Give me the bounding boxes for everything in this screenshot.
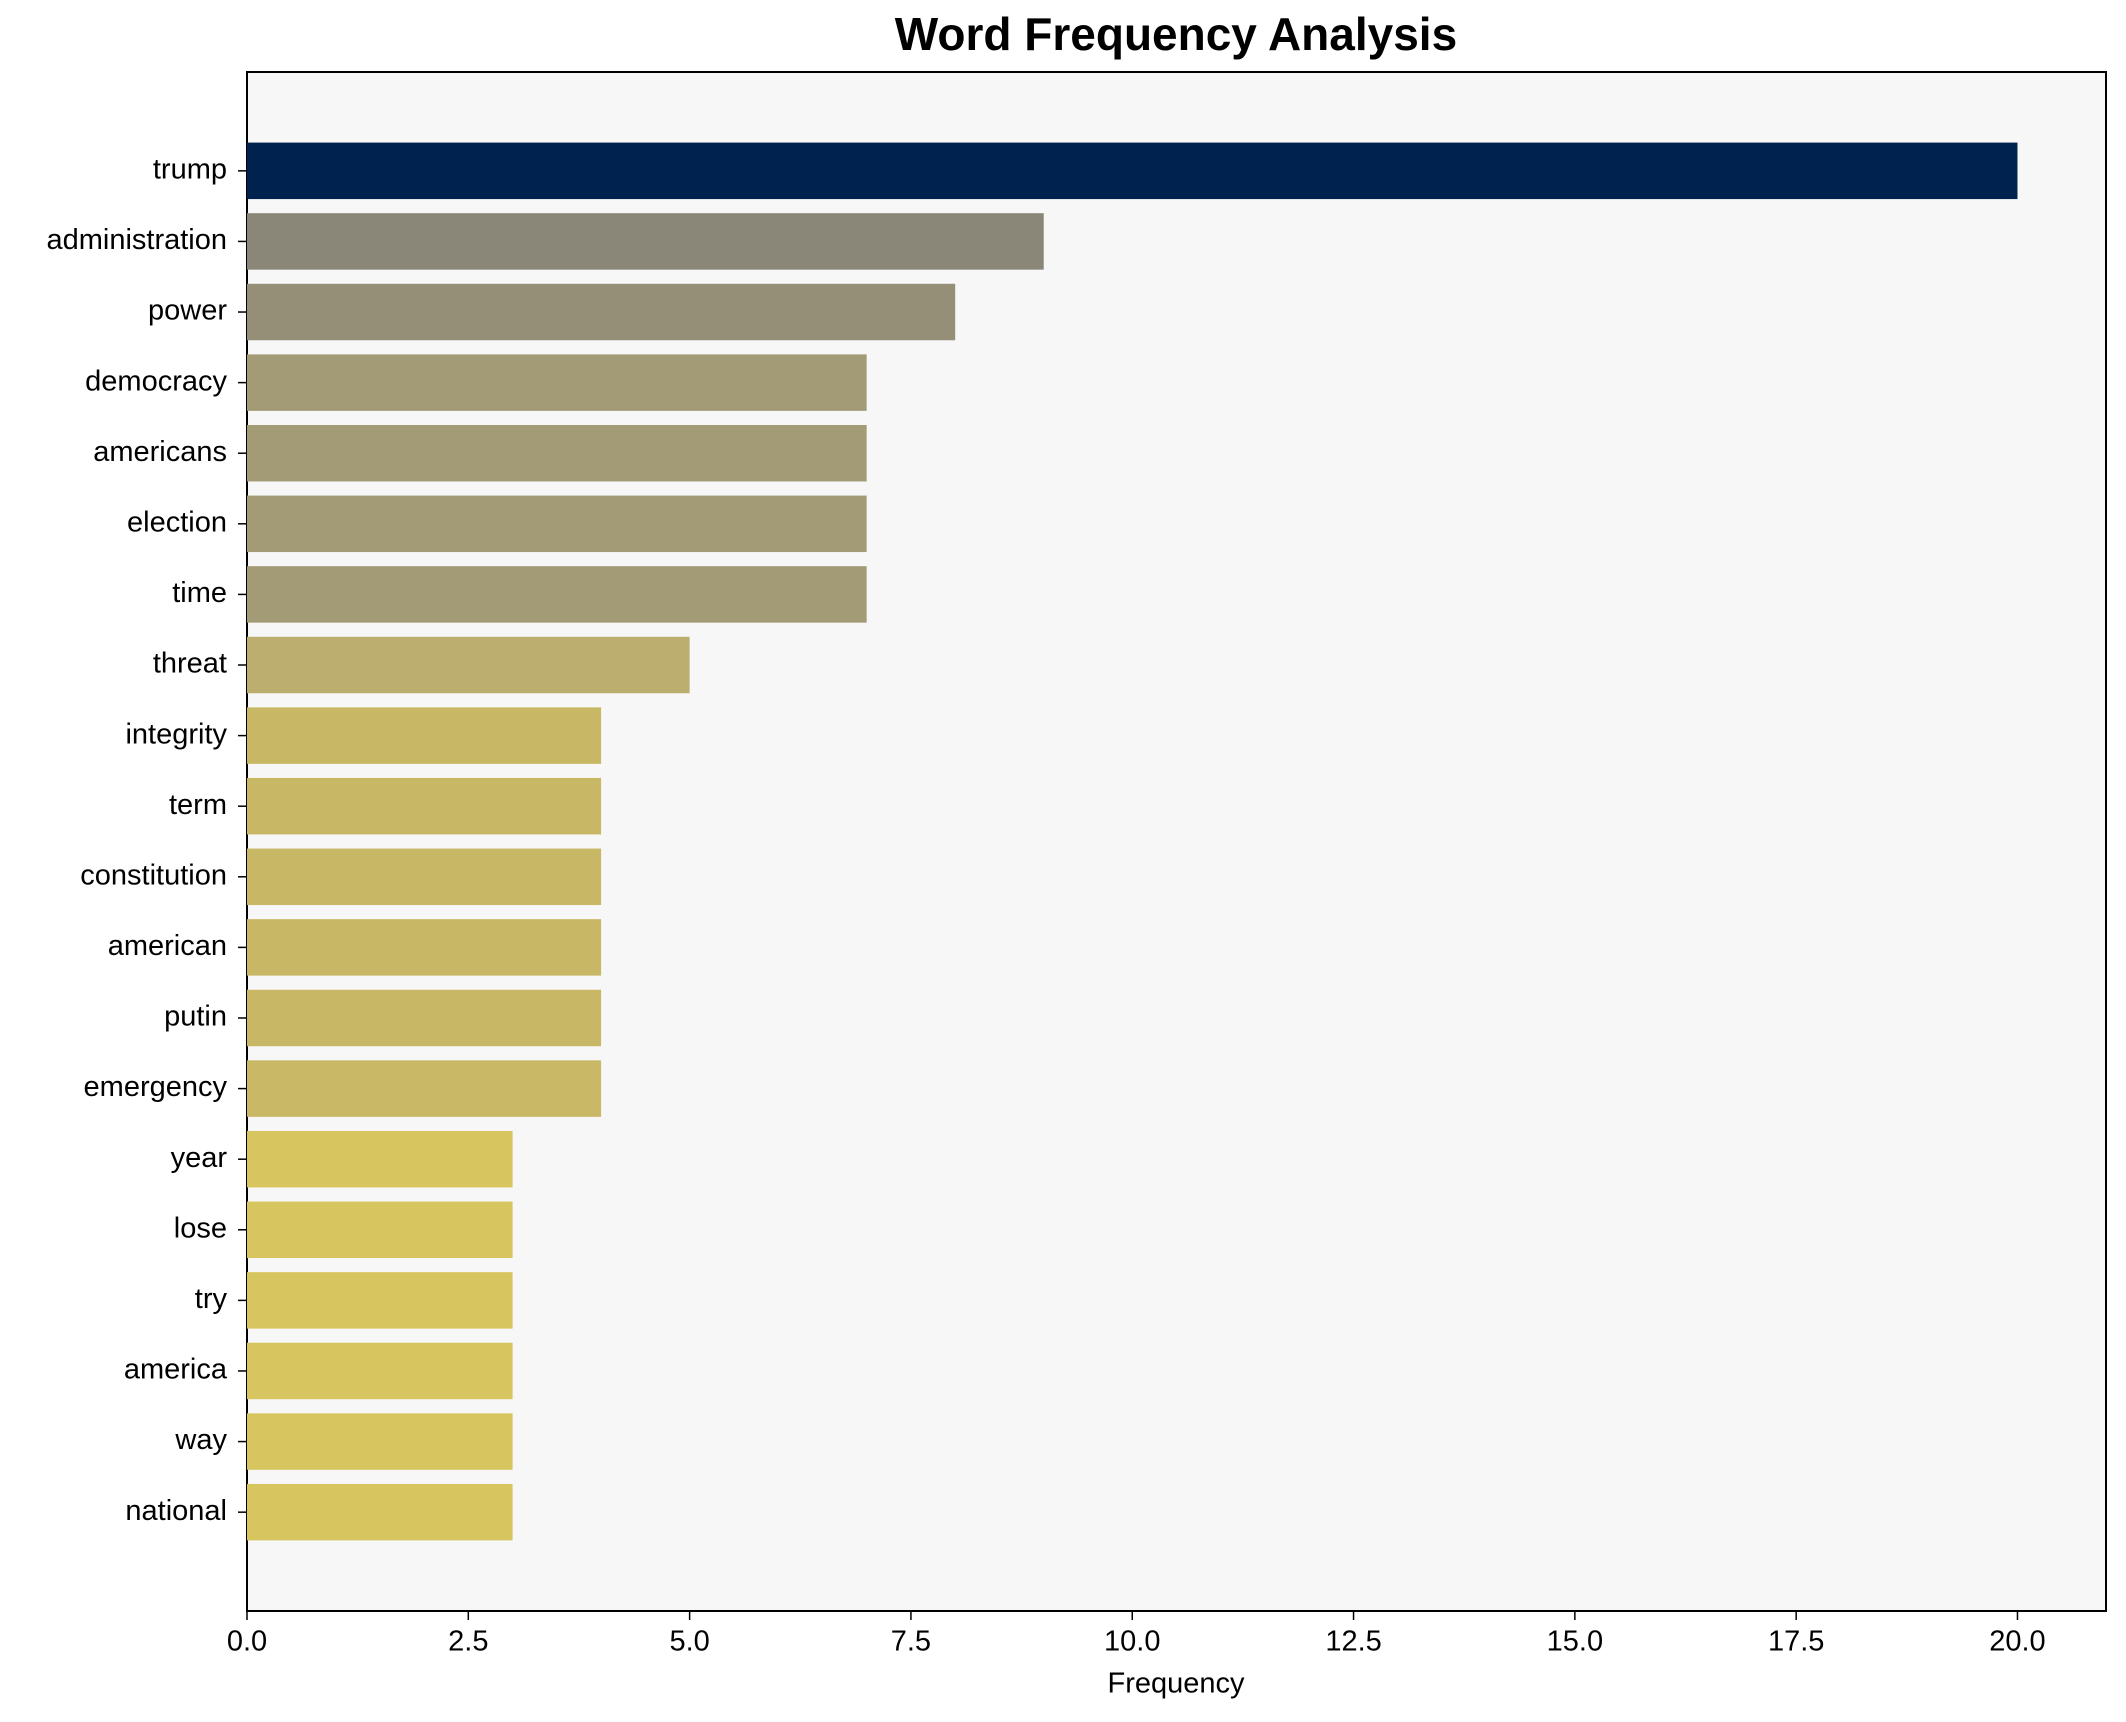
y-tick-label: national bbox=[125, 1495, 227, 1527]
bar bbox=[247, 213, 1044, 270]
y-tick-label: try bbox=[195, 1283, 228, 1315]
chart-title: Word Frequency Analysis bbox=[895, 8, 1457, 60]
bar bbox=[247, 495, 867, 553]
bar bbox=[247, 707, 602, 764]
y-tick-label: emergency bbox=[84, 1071, 228, 1103]
x-tick-label: 10.0 bbox=[1104, 1626, 1160, 1658]
y-tick-label: threat bbox=[153, 648, 227, 680]
bar bbox=[247, 566, 867, 623]
bar bbox=[247, 142, 2018, 200]
x-tick-label: 15.0 bbox=[1547, 1626, 1603, 1658]
bar bbox=[247, 354, 867, 411]
y-tick-label: way bbox=[174, 1424, 227, 1456]
bar bbox=[247, 1060, 602, 1117]
bar bbox=[247, 989, 602, 1047]
x-axis-label: Frequency bbox=[1107, 1668, 1245, 1700]
x-tick-label: 20.0 bbox=[1989, 1626, 2045, 1658]
x-tick-label: 17.5 bbox=[1768, 1626, 1824, 1658]
bar bbox=[247, 1130, 513, 1188]
y-tick-label: election bbox=[127, 506, 227, 538]
y-tick-label: trump bbox=[153, 153, 227, 185]
x-tick-label: 2.5 bbox=[448, 1626, 488, 1658]
y-tick-label: america bbox=[124, 1354, 228, 1386]
y-tick-label: administration bbox=[46, 224, 227, 256]
y-tick-label: power bbox=[148, 295, 227, 327]
bar bbox=[247, 424, 867, 482]
y-tick-label: integrity bbox=[125, 718, 227, 750]
y-tick-label: american bbox=[108, 930, 227, 962]
x-tick-label: 12.5 bbox=[1325, 1626, 1381, 1658]
bar bbox=[247, 848, 602, 906]
y-tick-label: year bbox=[171, 1142, 228, 1174]
y-tick-label: lose bbox=[174, 1212, 227, 1244]
bar bbox=[247, 777, 602, 835]
y-tick-label: constitution bbox=[80, 859, 227, 891]
y-tick-label: time bbox=[172, 577, 227, 609]
bar bbox=[247, 1201, 513, 1259]
y-tick-label: term bbox=[169, 789, 227, 821]
bar bbox=[247, 1272, 513, 1329]
bar bbox=[247, 919, 602, 976]
bar bbox=[247, 1413, 513, 1470]
y-tick-label: democracy bbox=[85, 365, 227, 397]
bar bbox=[247, 1483, 513, 1541]
y-tick-label: americans bbox=[93, 436, 227, 468]
x-tick-label: 5.0 bbox=[669, 1626, 709, 1658]
bar bbox=[247, 636, 690, 694]
x-tick-label: 0.0 bbox=[227, 1626, 267, 1658]
bar bbox=[247, 283, 956, 341]
bar bbox=[247, 1342, 513, 1400]
y-tick-label: putin bbox=[164, 1001, 227, 1033]
x-tick-label: 7.5 bbox=[891, 1626, 931, 1658]
